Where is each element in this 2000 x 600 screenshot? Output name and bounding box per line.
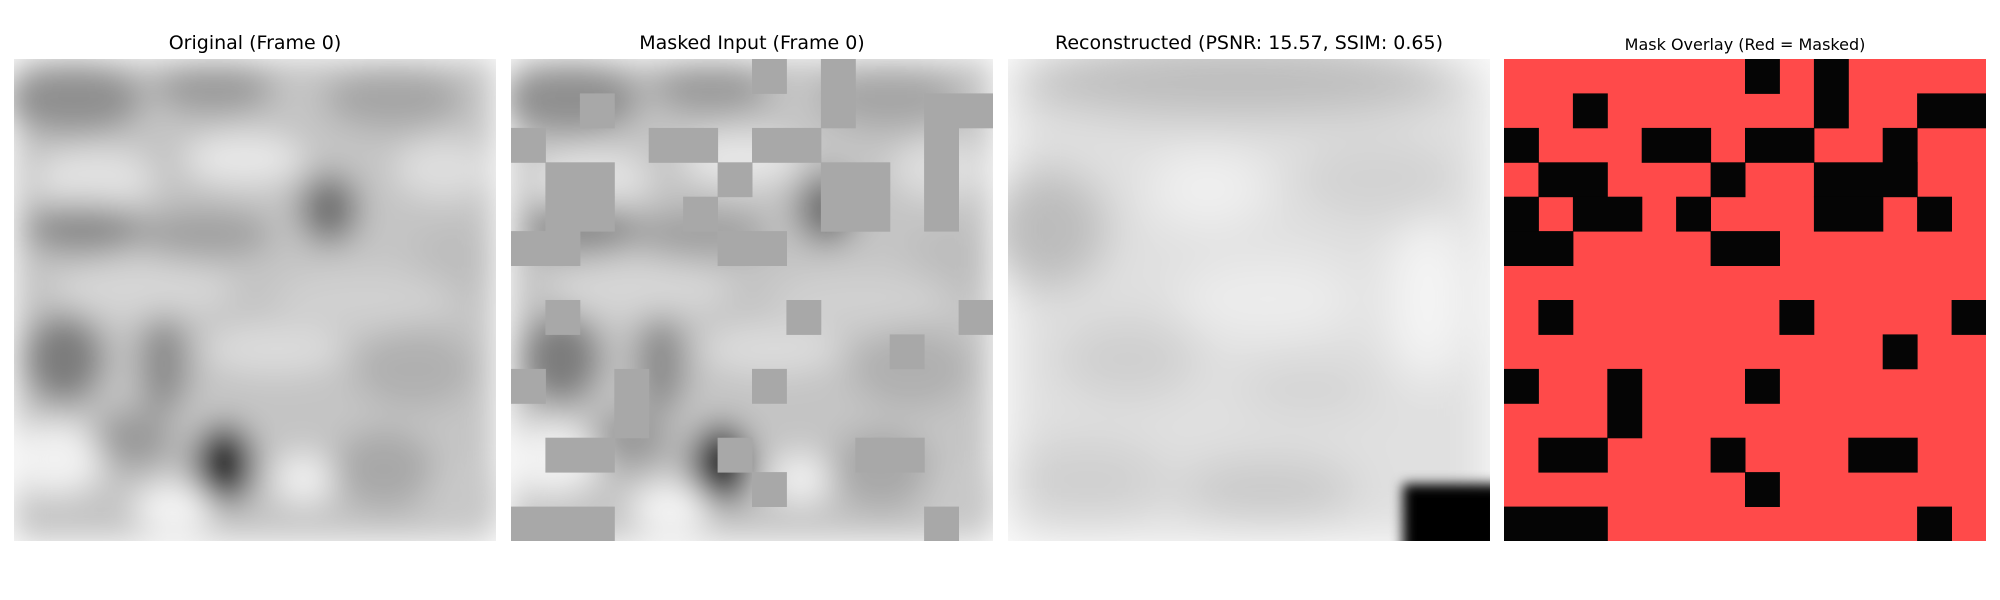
unmasked-patch xyxy=(1538,437,1608,473)
unmasked-patch xyxy=(1710,231,1780,266)
unmasked-patch xyxy=(1504,368,1539,404)
unmasked-patch xyxy=(1917,506,1952,541)
panel-title-reconstructed: Reconstructed (PSNR: 15.57, SSIM: 0.65) xyxy=(1055,32,1443,54)
masked-patch xyxy=(545,162,615,198)
mask-overlay-image xyxy=(1504,59,1986,541)
masked-patch xyxy=(924,196,959,232)
unmasked-patch xyxy=(1745,59,1780,94)
panel-title-masked: Masked Input (Frame 0) xyxy=(639,32,865,54)
unmasked-patch xyxy=(1607,368,1643,439)
unmasked-patch xyxy=(1951,300,1986,335)
masked-patch xyxy=(683,196,718,232)
unmasked-patch xyxy=(1504,196,1539,232)
masked-patch xyxy=(855,437,925,473)
masked-patch xyxy=(924,162,959,198)
unmasked-patch xyxy=(1813,196,1884,232)
masked-patch xyxy=(511,231,581,266)
masked-patch xyxy=(717,162,753,198)
masked-input-image xyxy=(511,59,993,541)
unmasked-patch xyxy=(1848,437,1918,473)
unmasked-patch xyxy=(1917,196,1952,232)
panel-title-overlay: Mask Overlay (Red = Masked) xyxy=(1624,35,1866,54)
unmasked-patch xyxy=(1538,162,1608,198)
reconstructed-image xyxy=(1008,59,1490,541)
unmasked-patch xyxy=(1882,334,1918,370)
masked-patch xyxy=(820,59,856,94)
masked-patch xyxy=(545,300,581,335)
masked-patch xyxy=(820,162,891,232)
unmasked-patch xyxy=(1538,300,1574,335)
masked-patch xyxy=(648,127,719,163)
unmasked-patches xyxy=(1504,59,1986,541)
unmasked-patch xyxy=(1504,231,1574,266)
masked-patch xyxy=(958,300,993,335)
unmasked-patch xyxy=(1641,127,1712,163)
unmasked-patch xyxy=(1504,127,1539,163)
unmasked-patch xyxy=(1745,368,1780,404)
masked-patch xyxy=(545,437,615,473)
masked-patch xyxy=(752,59,787,94)
masked-patch xyxy=(614,368,650,439)
masked-patch xyxy=(924,127,959,163)
masked-patch xyxy=(820,93,856,129)
masked-patch xyxy=(924,506,959,541)
unmasked-patch xyxy=(1779,300,1815,335)
unmasked-patch xyxy=(1917,93,1986,129)
unmasked-patch xyxy=(1745,472,1780,507)
original-image xyxy=(14,59,496,541)
unmasked-patch xyxy=(1813,162,1918,198)
masked-patch xyxy=(786,300,822,335)
unmasked-patch xyxy=(1882,127,1918,163)
masked-patch xyxy=(579,93,615,129)
masked-patch xyxy=(752,127,822,163)
masked-patch xyxy=(511,506,615,541)
masked-patch xyxy=(511,127,546,163)
unmasked-patch xyxy=(1572,93,1608,129)
unmasked-patch xyxy=(1710,437,1746,473)
unmasked-patch xyxy=(1745,127,1815,163)
masked-patches xyxy=(511,59,993,541)
masked-patch xyxy=(717,437,753,473)
masked-patch xyxy=(717,231,787,266)
unmasked-patch xyxy=(1813,59,1849,129)
masked-patch xyxy=(924,93,993,129)
unmasked-patch xyxy=(1710,162,1746,198)
masked-patch xyxy=(545,196,615,232)
masked-patch xyxy=(511,368,546,404)
panel-title-original: Original (Frame 0) xyxy=(168,32,342,54)
unmasked-patch xyxy=(1676,196,1711,232)
masked-patch xyxy=(889,334,925,370)
unmasked-patch xyxy=(1504,506,1608,541)
unmasked-patch xyxy=(1572,196,1643,232)
masked-patch xyxy=(752,368,787,404)
masked-patch xyxy=(752,472,787,507)
